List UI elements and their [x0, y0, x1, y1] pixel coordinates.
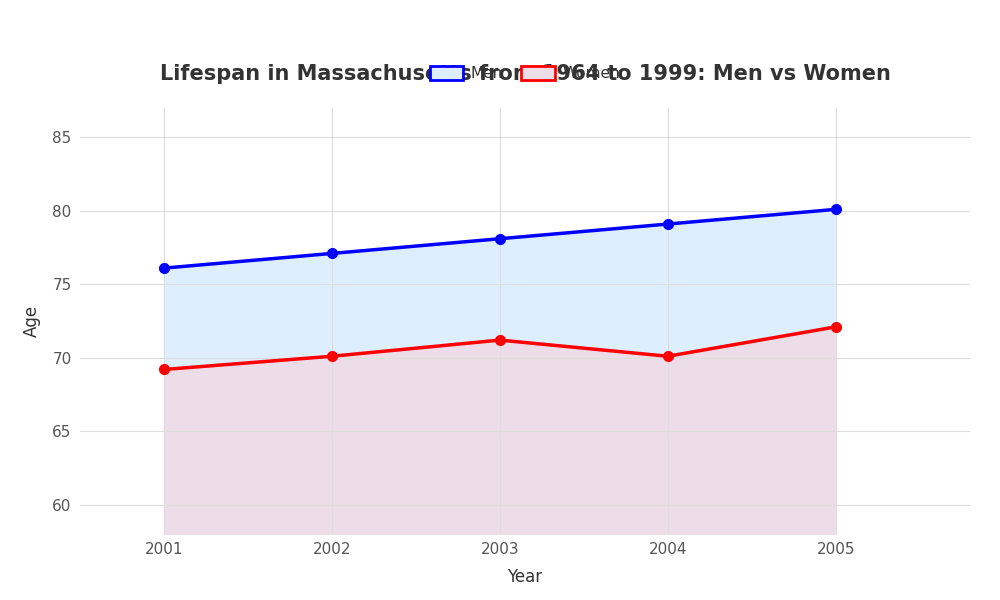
Legend: Men, Women: Men, Women: [424, 60, 626, 88]
X-axis label: Year: Year: [507, 568, 543, 586]
Y-axis label: Age: Age: [23, 305, 41, 337]
Title: Lifespan in Massachusetts from 1964 to 1999: Men vs Women: Lifespan in Massachusetts from 1964 to 1…: [160, 64, 890, 84]
